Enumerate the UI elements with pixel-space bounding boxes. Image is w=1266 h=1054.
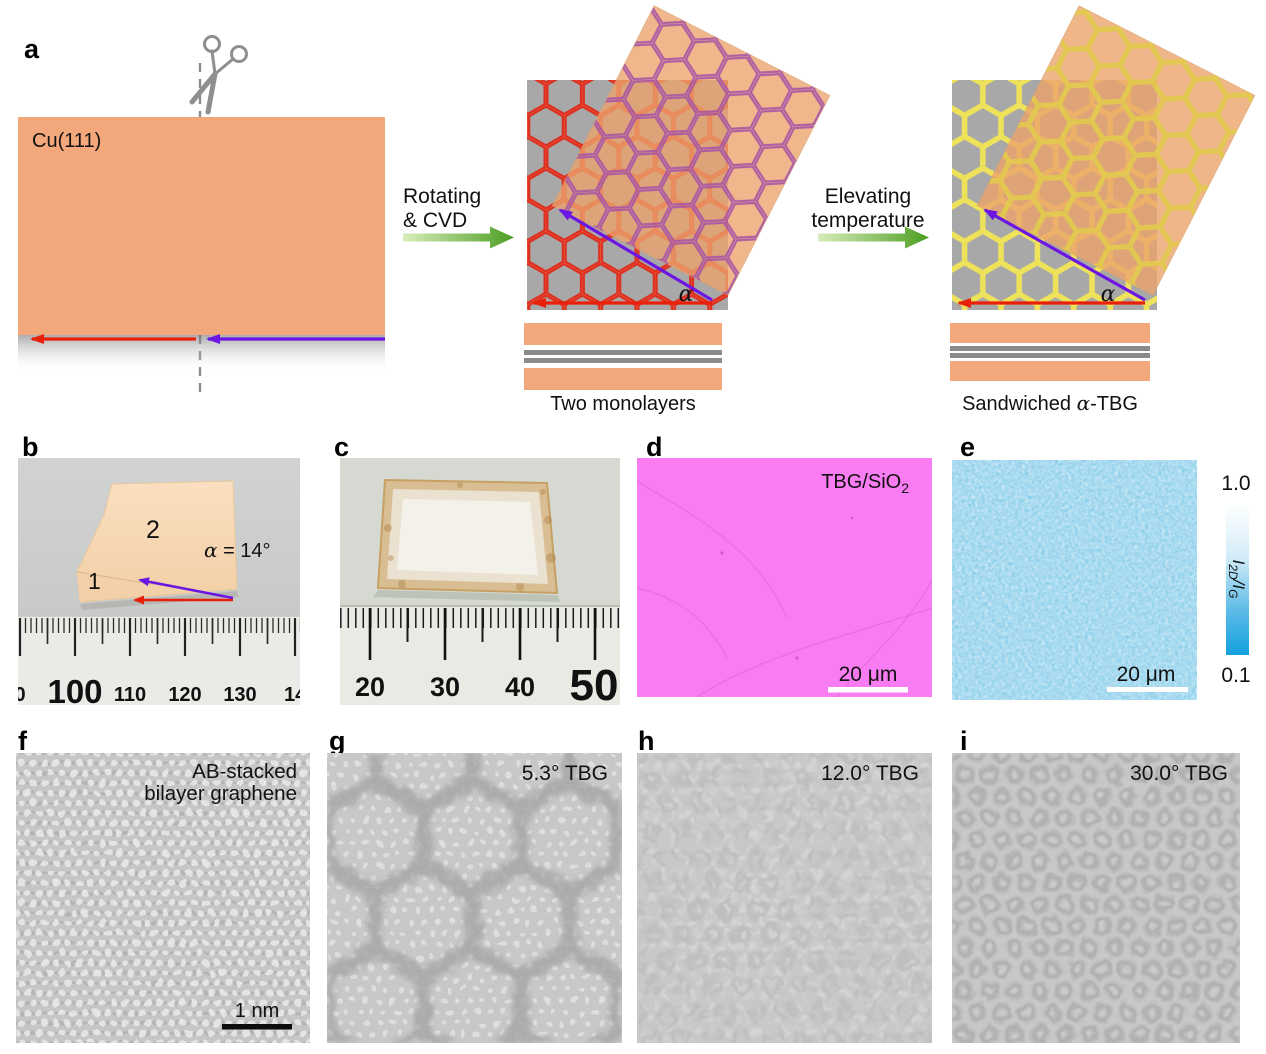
- panel-b-photo: 0 100 110 120 130 14 1 2 α = 14°: [18, 458, 300, 705]
- panel-e-raman-map: 20 μm 1.0 0.1 I2D/IG: [952, 460, 1251, 700]
- panel-label-c: c: [334, 432, 350, 462]
- ruler-c: 20 30 40 50: [340, 605, 620, 705]
- process-arrow-2: [818, 226, 929, 249]
- ruler-c-number: 30: [430, 672, 460, 702]
- region2-label: 2: [146, 516, 160, 544]
- cu-foil-piece: [76, 480, 239, 610]
- colorbar: 1.0 0.1 I2D/IG: [1221, 472, 1250, 687]
- panel-f-tem-image: AB-stacked bilayer graphene 1 nm: [16, 753, 310, 1043]
- ruler-b-number: 120: [168, 684, 201, 705]
- wrinkles: [637, 480, 932, 697]
- twist-angle-symbol: α: [679, 282, 694, 307]
- substrate-shadow: [18, 335, 385, 373]
- sample-type-label: TBG/SiO2: [821, 471, 909, 496]
- colorbar-max: 1.0: [1221, 472, 1250, 495]
- ruler-b-number: 110: [114, 684, 146, 705]
- panel-g-tem-image: 5.3° TBG: [327, 753, 622, 1043]
- stack-two-monolayers: [524, 323, 722, 390]
- ruler-b-number: 14: [284, 684, 300, 705]
- raman-noise-dark: [952, 460, 1197, 700]
- colorbar-min: 0.1: [1221, 664, 1250, 687]
- stack1-caption: Two monolayers: [550, 393, 696, 415]
- panel-label-h: h: [638, 726, 655, 756]
- cu-substrate: [18, 117, 385, 335]
- optical-image-area: [637, 458, 932, 697]
- stack2-caption: Sandwiched α-TBG: [962, 391, 1138, 415]
- scalebar-e: 20 μm: [1107, 663, 1188, 692]
- f-caption-line2: bilayer graphene: [144, 782, 297, 805]
- step2-text-line1: Elevating: [825, 185, 911, 208]
- ruler-b-number: 0: [18, 684, 26, 705]
- panel-d-optical-image: TBG/SiO2 20 μm: [637, 458, 932, 697]
- panel-label-a: a: [24, 34, 40, 64]
- panel-label-g: g: [329, 726, 346, 756]
- twist-angle-value: α = 14°: [204, 538, 271, 562]
- region1-label: 1: [88, 568, 101, 594]
- graphene-sample: [373, 478, 561, 602]
- step1-text-line1: Rotating: [403, 185, 481, 208]
- scalebar-f: 1 nm: [222, 1000, 292, 1030]
- panel-c-photo: 20 30 40 50: [340, 458, 620, 705]
- svg-text:20 μm: 20 μm: [1117, 663, 1176, 686]
- bilayer-schematic-annealed: α: [952, 5, 1256, 310]
- step1-text-line2: & CVD: [403, 209, 467, 232]
- f-caption-line1: AB-stacked: [192, 760, 297, 783]
- panel-h-tem-image: 12.0° TBG: [637, 753, 932, 1043]
- stack-sandwiched: [950, 323, 1150, 381]
- colorbar-label: I2D/IG: [1226, 560, 1248, 599]
- colorbar-gradient: [1226, 503, 1249, 655]
- cu-substrate-label: Cu(111): [32, 130, 101, 152]
- svg-text:1 nm: 1 nm: [235, 1000, 279, 1022]
- ruler-b-number: 100: [47, 673, 102, 705]
- bilayer-schematic-cvd: α: [527, 5, 831, 310]
- panel-label-f: f: [18, 726, 27, 756]
- twist-angle-symbol-2: α: [1101, 282, 1116, 307]
- process-arrow-1: [403, 226, 514, 249]
- panel-label-b: b: [22, 432, 39, 462]
- panel-label-e: e: [960, 432, 976, 462]
- vector-purple-b: [138, 577, 234, 600]
- step2-text-line2: temperature: [811, 209, 924, 232]
- panel-a-schematic: Cu(111) Rotating & CVD α Two monolayers: [18, 5, 1256, 415]
- svg-text:20 μm: 20 μm: [839, 663, 898, 686]
- g-caption: 5.3° TBG: [522, 762, 608, 785]
- ruler-b: 0 100 110 120 130 14: [18, 615, 300, 705]
- i-caption: 30.0° TBG: [1130, 762, 1228, 785]
- scalebar-d: 20 μm: [828, 663, 908, 693]
- ruler-c-number: 20: [355, 672, 385, 702]
- ruler-b-number: 130: [223, 684, 256, 705]
- panel-label-d: d: [646, 432, 663, 462]
- scissors-icon: [189, 35, 248, 115]
- panel-i-tem-image: 30.0° TBG: [952, 753, 1240, 1043]
- panel-label-i: i: [960, 726, 968, 756]
- ruler-c-number: 40: [505, 672, 535, 702]
- specks: [720, 516, 854, 660]
- h-caption: 12.0° TBG: [821, 762, 919, 785]
- ruler-c-number: 50: [570, 661, 619, 705]
